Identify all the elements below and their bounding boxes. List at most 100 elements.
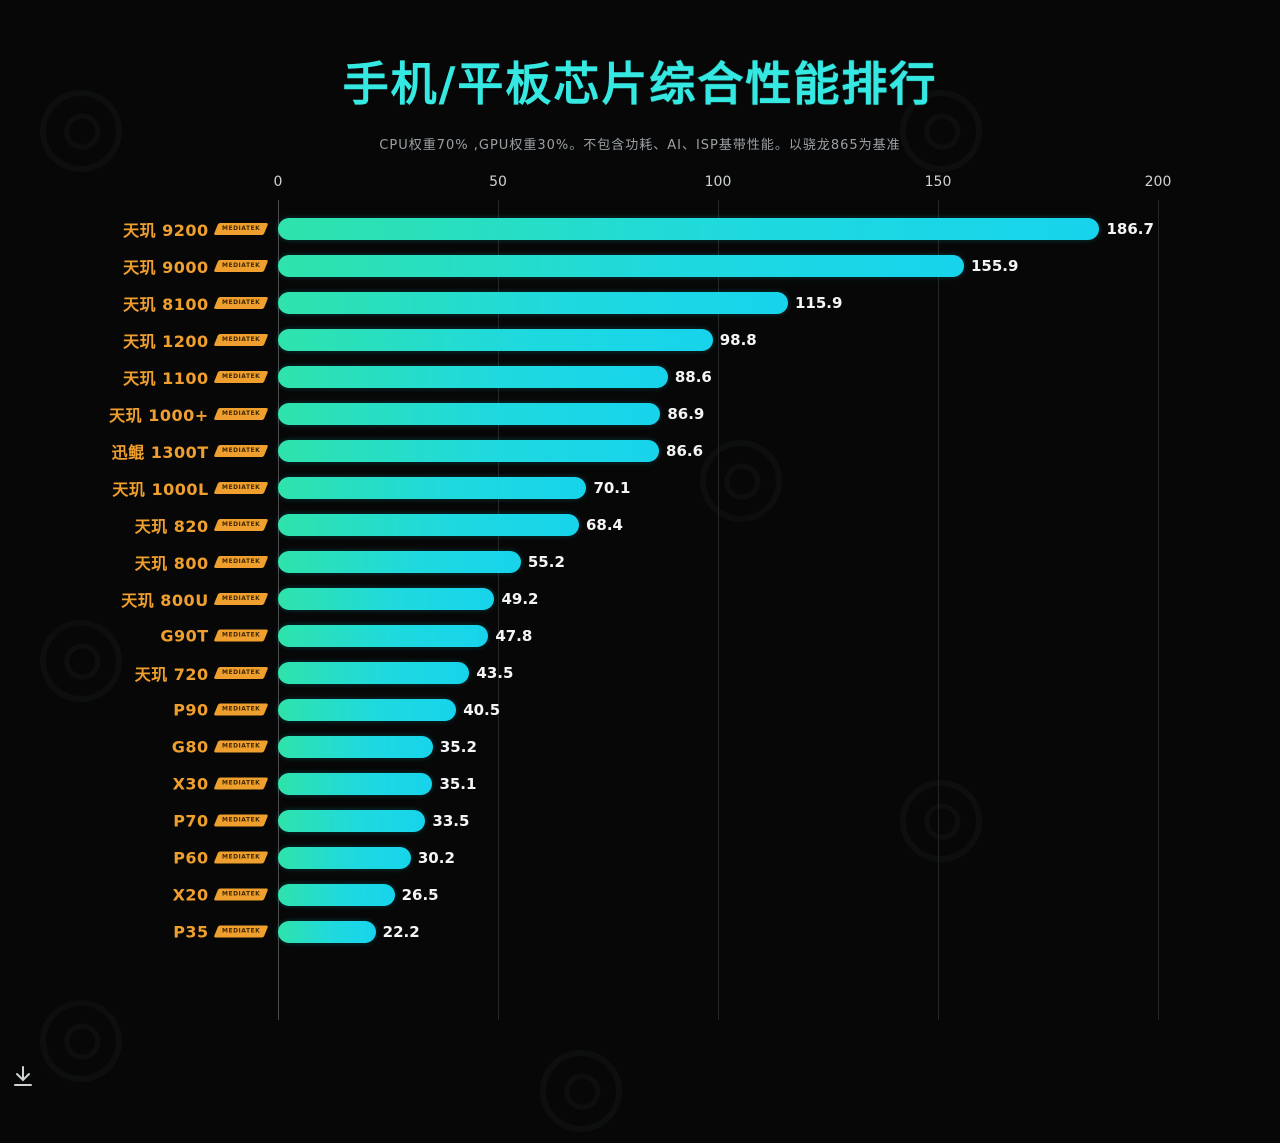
gridline	[498, 200, 499, 1020]
chip-name-label: 天玑 1100	[123, 368, 209, 388]
bar-value-label: 155.9	[970, 256, 1019, 275]
chip-name-label: 天玑 1000L	[112, 479, 209, 499]
chart-row: 天玑 1000+ MEDIATEK 86.9	[109, 395, 1158, 432]
row-label: 天玑 1100 MEDIATEK	[123, 365, 269, 389]
page-title-part2: 综合性能排行	[649, 57, 938, 111]
bar-value-label: 26.5	[401, 885, 439, 904]
row-label: 天玑 800 MEDIATEK	[134, 550, 269, 574]
chip-name-label: G80	[171, 737, 209, 756]
row-label: 天玑 1000+ MEDIATEK	[109, 402, 269, 426]
value-bar	[278, 587, 495, 610]
x-axis-line	[278, 200, 279, 1020]
chip-name-label: P60	[173, 848, 209, 867]
chart-row: 天玑 820 MEDIATEK 68.4	[135, 506, 1158, 543]
row-label: 天玑 720 MEDIATEK	[134, 661, 269, 685]
row-label: 天玑 9000 MEDIATEK	[123, 254, 269, 278]
mediatek-badge-icon: MEDIATEK	[213, 407, 269, 420]
value-bar	[278, 550, 521, 573]
chip-name-label: 天玑 9200	[123, 220, 209, 240]
bar-value-label: 35.2	[439, 737, 477, 756]
row-label: G90T MEDIATEK	[160, 626, 269, 645]
chip-name-label: 天玑 720	[134, 664, 209, 684]
watermark	[529, 1039, 633, 1143]
mediatek-badge-icon: MEDIATEK	[213, 333, 269, 346]
value-bar	[278, 217, 1100, 240]
x-axis-tick: 100	[704, 174, 732, 190]
chip-name-label: P70	[173, 811, 209, 830]
chip-name-label: 天玑 820	[134, 516, 209, 536]
value-bar	[278, 698, 457, 721]
chip-name-label: 天玑 1000+	[109, 405, 209, 425]
page-title: 手机/平板芯片综合性能排行	[0, 48, 1280, 114]
chip-name-label: G90T	[160, 626, 209, 645]
row-label: X20 MEDIATEK	[172, 885, 269, 904]
chart-row: 天玑 720 MEDIATEK 43.5	[135, 654, 1158, 691]
bar-value-label: 43.5	[476, 663, 514, 682]
bar-value-label: 115.9	[794, 293, 843, 312]
mediatek-badge-icon: MEDIATEK	[213, 370, 269, 383]
row-label: 天玑 800U MEDIATEK	[121, 587, 269, 611]
value-bar	[278, 624, 489, 647]
bar-value-label: 98.8	[719, 330, 757, 349]
mediatek-badge-icon: MEDIATEK	[213, 888, 269, 901]
bar-value-label: 86.9	[667, 404, 705, 423]
chart-row: P90 MEDIATEK 40.5	[173, 691, 1158, 728]
row-label: 天玑 8100 MEDIATEK	[123, 291, 269, 315]
value-bar	[278, 328, 713, 351]
chart-row: 天玑 9200 MEDIATEK 186.7	[123, 210, 1158, 247]
value-bar	[278, 439, 660, 462]
gridline	[938, 200, 939, 1020]
row-label: P90 MEDIATEK	[173, 700, 269, 719]
bar-value-label: 30.2	[417, 848, 455, 867]
chip-name-label: P90	[173, 700, 209, 719]
chart-row: 天玑 9000 MEDIATEK 155.9	[123, 247, 1158, 284]
x-axis-tick: 200	[1144, 174, 1172, 190]
value-bar	[278, 365, 668, 388]
chart-row: 天玑 800 MEDIATEK 55.2	[135, 543, 1158, 580]
chart-row: P70 MEDIATEK 33.5	[173, 802, 1158, 839]
bar-value-label: 22.2	[382, 922, 420, 941]
chart-row: X20 MEDIATEK 26.5	[173, 876, 1158, 913]
value-bar	[278, 661, 470, 684]
mediatek-badge-icon: MEDIATEK	[213, 259, 269, 272]
row-label: P60 MEDIATEK	[173, 848, 269, 867]
chart-row: 天玑 1100 MEDIATEK 88.6	[123, 358, 1158, 395]
chart-row: 天玑 1000L MEDIATEK 70.1	[112, 469, 1158, 506]
value-bar	[278, 476, 587, 499]
value-bar	[278, 846, 411, 869]
mediatek-badge-icon: MEDIATEK	[213, 740, 269, 753]
chart-subtitle: CPU权重70% ,GPU权重30%。不包含功耗、AI、ISP基带性能。以骁龙8…	[379, 138, 901, 153]
row-label: 天玑 1000L MEDIATEK	[112, 476, 269, 500]
download-icon[interactable]	[10, 1064, 36, 1090]
bar-value-label: 40.5	[463, 700, 501, 719]
mediatek-badge-icon: MEDIATEK	[213, 222, 269, 235]
watermark	[29, 989, 133, 1093]
value-bar	[278, 883, 395, 906]
bar-value-label: 47.8	[495, 626, 533, 645]
chart-row: 天玑 800U MEDIATEK 49.2	[121, 580, 1158, 617]
chip-name-label: X20	[172, 885, 209, 904]
bar-value-label: 68.4	[585, 515, 623, 534]
mediatek-badge-icon: MEDIATEK	[213, 666, 269, 679]
bar-value-label: 86.6	[666, 441, 704, 460]
value-bar	[278, 772, 433, 795]
bar-value-label: 55.2	[527, 552, 565, 571]
bar-value-label: 33.5	[432, 811, 470, 830]
row-label: P70 MEDIATEK	[173, 811, 269, 830]
x-axis-tick: 50	[489, 174, 507, 190]
chart-row: 天玑 8100 MEDIATEK 115.9	[123, 284, 1158, 321]
chart-row: 天玑 1200 MEDIATEK 98.8	[123, 321, 1158, 358]
mediatek-badge-icon: MEDIATEK	[213, 296, 269, 309]
bar-value-label: 186.7	[1106, 219, 1154, 238]
watermark	[29, 609, 133, 713]
mediatek-badge-icon: MEDIATEK	[213, 629, 269, 642]
value-bar	[278, 402, 661, 425]
value-bar	[278, 920, 376, 943]
chart-rows: 天玑 9200 MEDIATEK 186.7 天玑 9000 MEDIATEK 155.9…	[109, 210, 1158, 950]
bar-chart: 0 50 100 150 200 天玑 9200 MEDIATEK 186.7 天玑 9000…	[109, 174, 1171, 1020]
chip-name-label: 迅鲲 1300T	[111, 442, 209, 462]
row-label: P35 MEDIATEK	[173, 922, 269, 941]
chip-name-label: 天玑 800U	[121, 590, 209, 610]
row-label: 天玑 9200 MEDIATEK	[123, 217, 269, 241]
chip-name-label: 天玑 800	[134, 553, 209, 573]
